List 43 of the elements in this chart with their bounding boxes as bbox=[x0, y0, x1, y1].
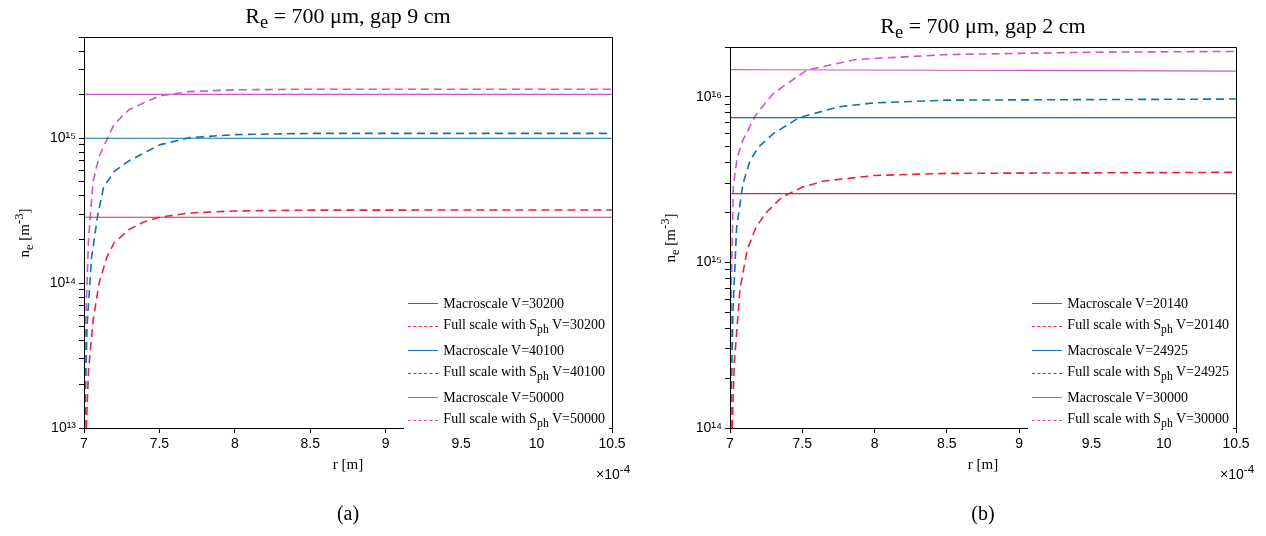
x-tick-label: 7.5 bbox=[149, 435, 170, 452]
x-tick-label: 9.5 bbox=[1081, 435, 1102, 452]
x-tick-label: 7 bbox=[80, 435, 89, 452]
y-tick-label: 10¹⁴ bbox=[695, 418, 722, 435]
legend-label: Full scale with S$_{ph}$ V=20140 bbox=[1067, 316, 1229, 338]
x-tick-label: 7.5 bbox=[792, 435, 813, 452]
y-tick-label: 10¹⁴ bbox=[49, 273, 76, 290]
x-axis-title: r [m] bbox=[967, 456, 999, 473]
line-series bbox=[85, 209, 612, 428]
text: ×10$^{-4}$ bbox=[1220, 462, 1255, 482]
legend-label: Macroscale V=20140 bbox=[1067, 295, 1189, 313]
text: (a) bbox=[336, 502, 360, 525]
x-tick-label: 10 bbox=[1155, 435, 1172, 452]
legend-label: Macroscale V=50000 bbox=[443, 388, 565, 407]
legend-label: Full scale with S$_{ph}$ V=50000 bbox=[443, 409, 605, 432]
legend-label: Full scale with S$_{ph}$ V=24925 bbox=[1067, 362, 1229, 385]
x-tick-label: 9 bbox=[381, 435, 390, 452]
chart-title: R$_{e}$ = 700 μm, gap 2 cm bbox=[880, 13, 1086, 44]
y-tick-label: 10¹³ bbox=[51, 418, 77, 435]
chart-title: R$_{e}$ = 700 μm, gap 9 cm bbox=[245, 3, 451, 34]
x-tick-label: 10.5 bbox=[1222, 435, 1250, 452]
x-tick-label: 8.5 bbox=[300, 435, 321, 452]
legend-label: Macroscale V=30000 bbox=[1067, 388, 1189, 407]
text: ×10$^{-4}$ bbox=[596, 462, 631, 482]
legend-label: Macroscale V=24925 bbox=[1067, 341, 1189, 360]
y-tick-label: 10¹⁵ bbox=[49, 129, 76, 146]
legend-label: Full scale with S$_{ph}$ V=30000 bbox=[1067, 409, 1229, 432]
legend-label: Macroscale V=30200 bbox=[443, 295, 565, 313]
x-tick-label: 10.5 bbox=[598, 435, 626, 452]
y-tick-label: 10¹⁵ bbox=[695, 253, 722, 270]
x-tick-label: 9.5 bbox=[451, 435, 472, 452]
legend-label: Macroscale V=40100 bbox=[443, 341, 565, 360]
x-tick-label: 9 bbox=[1015, 435, 1024, 452]
legend-label: Full scale with S$_{ph}$ V=30200 bbox=[443, 316, 605, 338]
x-axis-title: r [m] bbox=[332, 456, 364, 473]
x-tick-label: 10 bbox=[528, 435, 545, 452]
text: (b) bbox=[971, 502, 995, 525]
x-tick-label: 8.5 bbox=[937, 435, 957, 452]
x-tick-label: 7 bbox=[726, 435, 735, 452]
x-tick-label: 8 bbox=[870, 435, 879, 452]
x-tick-label: 8 bbox=[230, 435, 239, 452]
y-tick-label: 10¹⁶ bbox=[696, 87, 722, 104]
legend-label: Full scale with S$_{ph}$ V=40100 bbox=[443, 362, 605, 385]
